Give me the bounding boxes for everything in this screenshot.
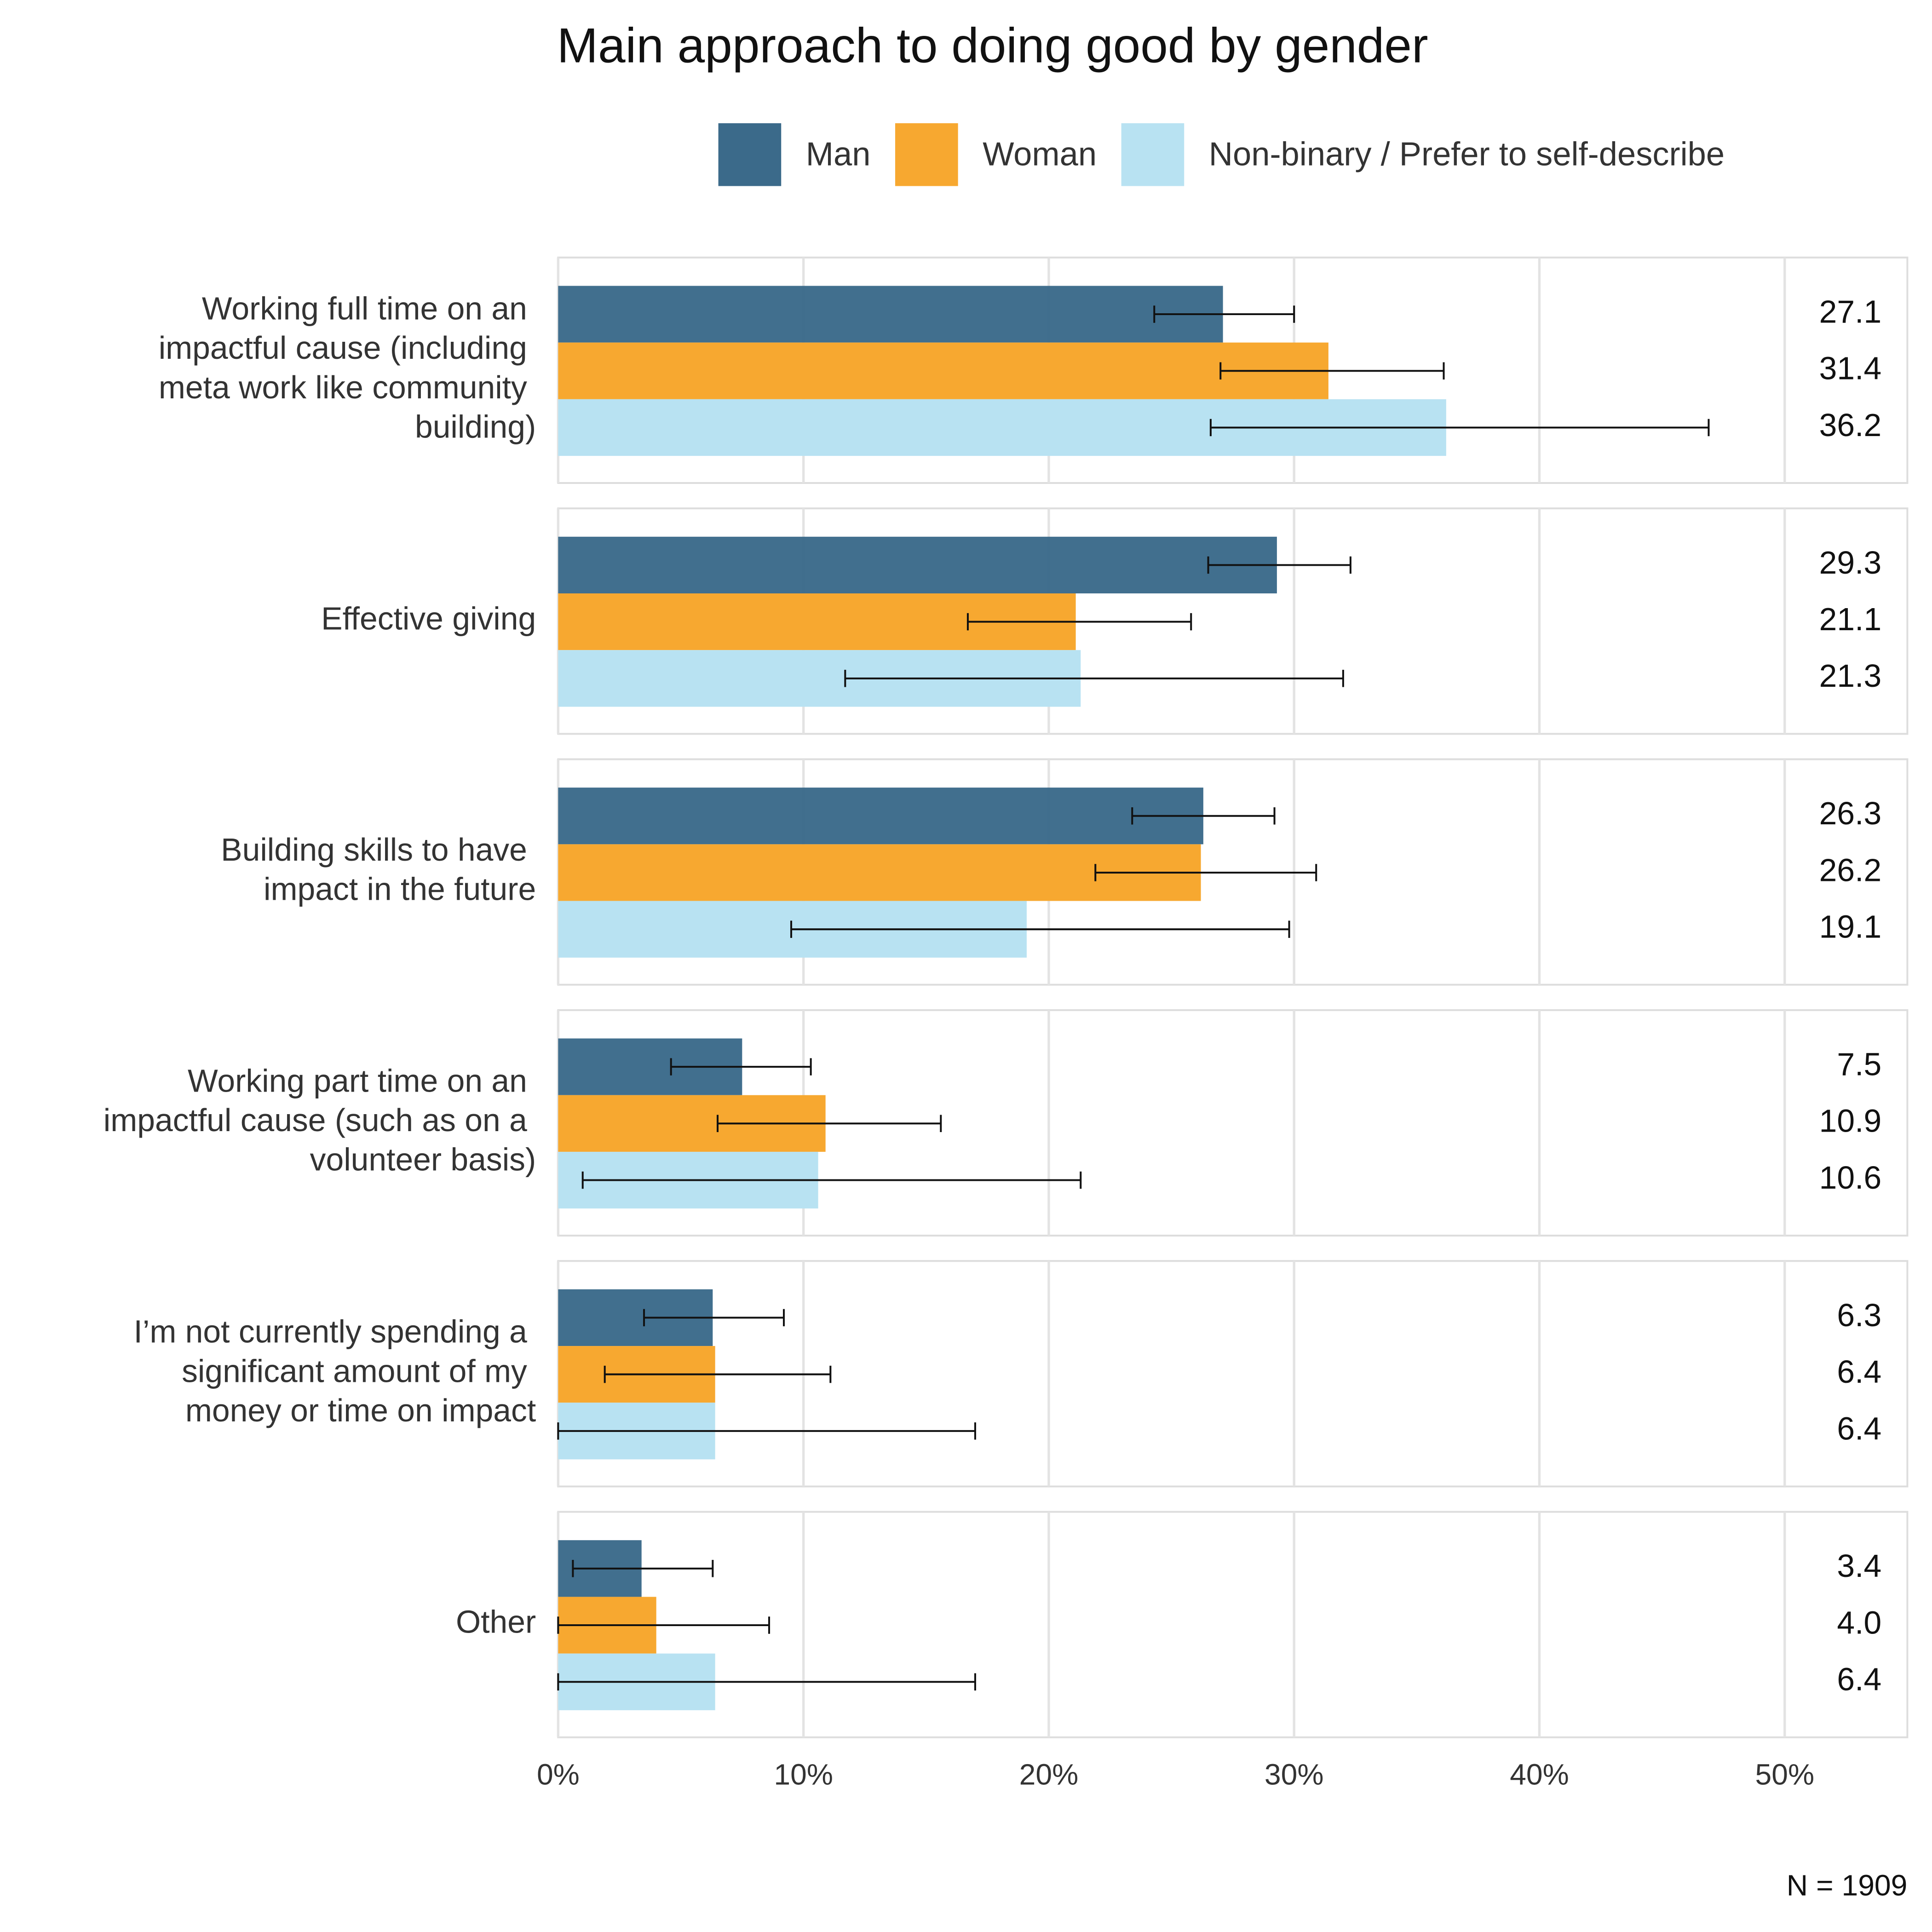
x-tick-label: 0% bbox=[537, 1758, 580, 1791]
value-label: 6.3 bbox=[1837, 1297, 1881, 1333]
x-tick-label: 40% bbox=[1510, 1758, 1569, 1791]
category-label: Working part time on an impactful cause … bbox=[104, 1063, 536, 1178]
value-label: 6.4 bbox=[1837, 1662, 1881, 1697]
value-label: 19.1 bbox=[1819, 909, 1882, 945]
value-label: 10.6 bbox=[1819, 1160, 1882, 1196]
category-label: Building skills to have impact in the fu… bbox=[221, 832, 536, 907]
value-label: 21.1 bbox=[1819, 601, 1882, 637]
category-label: I’m not currently spending a significant… bbox=[134, 1314, 536, 1428]
legend-label: Woman bbox=[983, 136, 1097, 172]
bar bbox=[558, 844, 1201, 901]
bar bbox=[558, 788, 1203, 845]
legend-label: Non-binary / Prefer to self-describe bbox=[1209, 136, 1725, 172]
value-label: 27.1 bbox=[1819, 293, 1882, 329]
value-label: 3.4 bbox=[1837, 1548, 1881, 1584]
bar bbox=[558, 286, 1223, 343]
value-label: 26.2 bbox=[1819, 852, 1882, 888]
value-label: 21.3 bbox=[1819, 658, 1882, 694]
legend-label: Man bbox=[806, 136, 871, 172]
legend-swatch bbox=[1121, 123, 1184, 186]
value-label: 6.4 bbox=[1837, 1354, 1881, 1390]
chart-title: Main approach to doing good by gender bbox=[557, 17, 1428, 73]
value-label: 10.9 bbox=[1819, 1103, 1882, 1139]
legend-swatch bbox=[718, 123, 782, 186]
value-label: 7.5 bbox=[1837, 1046, 1881, 1082]
x-tick-label: 30% bbox=[1265, 1758, 1324, 1791]
category-label: Effective giving bbox=[321, 601, 536, 637]
value-label: 36.2 bbox=[1819, 407, 1882, 443]
bar bbox=[558, 342, 1328, 399]
value-label: 29.3 bbox=[1819, 545, 1882, 581]
bar bbox=[558, 536, 1277, 593]
category-label: Other bbox=[456, 1604, 536, 1640]
legend-swatch bbox=[895, 123, 958, 186]
value-label: 6.4 bbox=[1837, 1410, 1881, 1446]
value-label: 26.3 bbox=[1819, 795, 1882, 831]
category-label: Working full time on an impactful cause … bbox=[159, 291, 536, 445]
value-label: 31.4 bbox=[1819, 351, 1882, 386]
value-label: 4.0 bbox=[1837, 1604, 1881, 1640]
x-tick-label: 50% bbox=[1755, 1758, 1814, 1791]
x-tick-label: 10% bbox=[774, 1758, 833, 1791]
x-tick-label: 20% bbox=[1019, 1758, 1079, 1791]
note: N = 1909 bbox=[1787, 1869, 1908, 1902]
